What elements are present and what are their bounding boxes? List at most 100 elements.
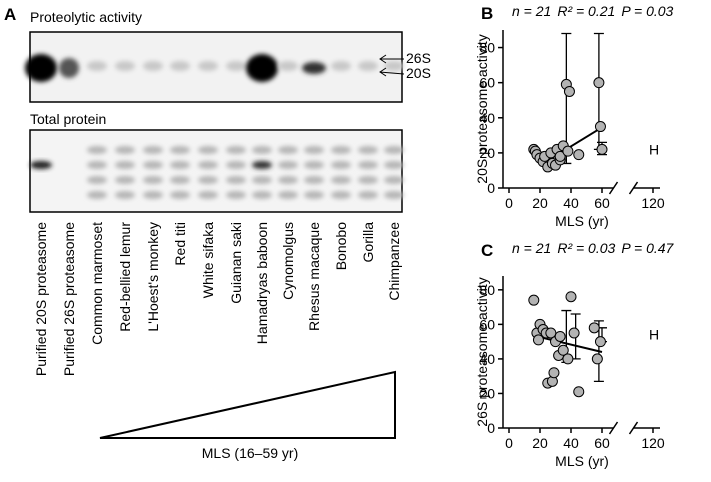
- y-tick-label: 80: [479, 282, 495, 298]
- stats-label: R² = 0.21: [557, 3, 615, 19]
- band: [143, 176, 163, 184]
- x-axis-label: MLS (yr): [555, 213, 609, 229]
- y-axis-label: 20S proteasome activity: [474, 34, 490, 183]
- lane-label: Bonobo: [333, 222, 349, 270]
- band: [226, 61, 246, 71]
- band: [143, 61, 163, 71]
- data-point: [594, 336, 606, 348]
- band: [30, 161, 52, 169]
- band: [59, 58, 79, 78]
- lane-label: Hamadryas baboon: [254, 222, 270, 344]
- band: [170, 61, 190, 71]
- band: [304, 191, 324, 199]
- data-point: [591, 353, 603, 365]
- stats-label: n = 21: [512, 3, 551, 19]
- lane-labels: Purified 20S proteasome Purified 26S prot…: [33, 222, 402, 376]
- y-axis-label: 26S proteasome activity: [474, 277, 490, 426]
- stats-label: n = 21: [512, 240, 551, 256]
- data-point: [532, 334, 544, 346]
- band: [198, 161, 218, 169]
- lane-label: Purified 26S proteasome: [61, 222, 77, 376]
- band: [252, 176, 272, 184]
- lane-label: Red titi: [172, 222, 188, 266]
- x-tick-label: 20: [532, 435, 548, 451]
- axis-break: [608, 181, 619, 195]
- band: [304, 161, 324, 169]
- data-point: [593, 77, 605, 89]
- x-tick-label: 40: [563, 195, 579, 211]
- band: [143, 191, 163, 199]
- band: [278, 191, 298, 199]
- lane-label: Red-bellied lemur: [117, 222, 133, 332]
- band: [226, 161, 246, 169]
- data-point: [554, 330, 566, 342]
- gel-bands: [30, 146, 404, 199]
- band: [331, 161, 351, 169]
- band: [331, 146, 351, 154]
- data-point: [588, 322, 600, 334]
- band: [358, 61, 378, 71]
- data-point: [573, 386, 585, 398]
- x-tick-label: 0: [505, 435, 513, 451]
- x-tick-label: 60: [594, 435, 610, 451]
- band: [384, 161, 404, 169]
- band: [384, 176, 404, 184]
- band: [304, 146, 324, 154]
- y-tick-label: 60: [479, 316, 495, 332]
- y-tick-label: 40: [479, 110, 495, 126]
- y-tick-label: 0: [487, 180, 495, 196]
- band: [278, 161, 298, 169]
- x-tick-label: 40: [563, 435, 579, 451]
- band: [198, 61, 218, 71]
- fit-line: [536, 335, 603, 353]
- band: [384, 61, 404, 71]
- lane-label: Common marmoset: [89, 222, 105, 345]
- x-tick-label: 120: [641, 435, 665, 451]
- annotation: H: [649, 327, 659, 343]
- y-tick-label: 40: [479, 351, 495, 367]
- band: [115, 146, 135, 154]
- band: [87, 191, 107, 199]
- axis-break: [628, 421, 639, 435]
- stats-label: R² = 0.03: [557, 240, 615, 256]
- data-point: [573, 149, 585, 161]
- band: [246, 54, 278, 82]
- band: [198, 191, 218, 199]
- band: [278, 176, 298, 184]
- lane-label: Gorilla: [360, 222, 376, 263]
- band-arrow: [379, 54, 405, 77]
- band: [302, 62, 326, 74]
- axis-break: [608, 421, 619, 435]
- band: [87, 161, 107, 169]
- data-point: [568, 327, 580, 339]
- band: [384, 191, 404, 199]
- band: [304, 176, 324, 184]
- band: [87, 146, 107, 154]
- band: [278, 146, 298, 154]
- band: [143, 161, 163, 169]
- band: [358, 146, 378, 154]
- gel-bands: [25, 54, 404, 82]
- lane-label: Purified 20S proteasome: [33, 222, 49, 376]
- panel-label: B: [481, 4, 493, 23]
- band-label: 26S: [406, 50, 431, 66]
- band: [226, 146, 246, 154]
- band: [358, 176, 378, 184]
- data-point: [565, 291, 577, 303]
- data-point: [554, 150, 566, 162]
- band: [358, 161, 378, 169]
- x-axis-label: MLS (yr): [555, 453, 609, 469]
- y-tick-label: 20: [479, 385, 495, 401]
- band: [278, 61, 298, 71]
- y-tick-label: 0: [487, 420, 495, 436]
- band: [252, 161, 272, 169]
- band-label: 20S: [406, 65, 431, 81]
- panel-label: A: [4, 5, 16, 24]
- lane-label: L'Hoest's monkey: [145, 222, 161, 332]
- data-point: [562, 353, 574, 365]
- y-tick-label: 80: [479, 40, 495, 56]
- x-tick-label: 0: [505, 195, 513, 211]
- data-point: [596, 143, 608, 155]
